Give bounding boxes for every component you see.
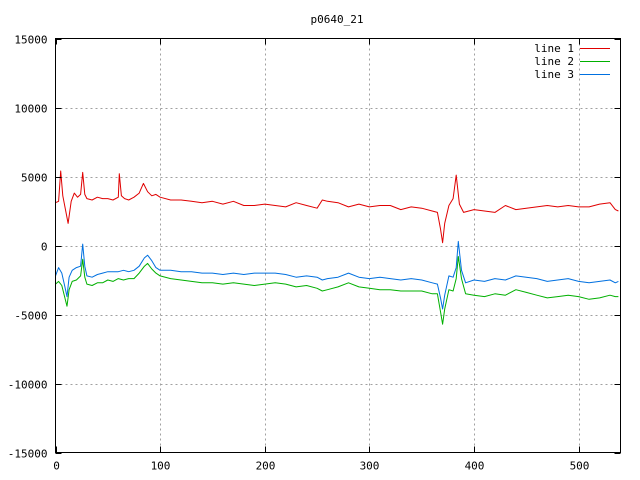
- y-tick-label: 10000: [14, 103, 47, 116]
- series-lines: [55, 170, 619, 325]
- y-tick-label: 0: [41, 241, 48, 254]
- y-tick-label: -10000: [8, 379, 48, 392]
- x-tick-label: 500: [570, 460, 590, 473]
- grid: [55, 38, 621, 453]
- y-tick-label: 15000: [14, 34, 47, 47]
- series-line-1: [55, 170, 619, 244]
- x-tick-label: 400: [465, 460, 485, 473]
- x-tick-label: 0: [53, 460, 60, 473]
- series-line-3: [55, 240, 619, 310]
- x-tick-label: 200: [256, 460, 276, 473]
- axis-ticks: 0 100 200 300 400 500 -15000 -10000 -5000 0 5000 10…: [8, 34, 621, 473]
- legend-label: line 2: [534, 55, 574, 68]
- y-tick-label: -15000: [8, 448, 48, 461]
- x-tick-label: 100: [151, 460, 171, 473]
- x-tick-label: 300: [360, 460, 380, 473]
- legend-label: line 3: [534, 68, 574, 81]
- y-tick-label: 5000: [21, 172, 48, 185]
- series-line-2: [55, 256, 619, 325]
- y-tick-label: -5000: [14, 310, 47, 323]
- legend-label: line 1: [534, 42, 574, 55]
- plot-frame: [55, 38, 621, 453]
- chart-title: p0640_21: [311, 13, 364, 26]
